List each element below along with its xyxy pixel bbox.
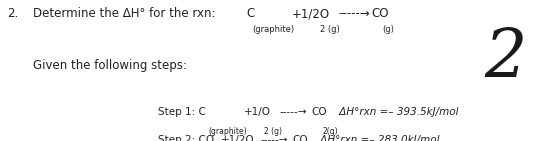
Text: 2 (g): 2 (g) [264, 127, 281, 136]
Text: Determine the ΔH° for the rxn:: Determine the ΔH° for the rxn: [33, 7, 216, 20]
Text: ΔH°rxn =– 393.5kJ/mol: ΔH°rxn =– 393.5kJ/mol [336, 107, 459, 117]
Text: +1/O: +1/O [244, 107, 271, 117]
Text: (graphite): (graphite) [253, 25, 295, 34]
Text: +1/2O: +1/2O [220, 135, 254, 141]
Text: 2 (g): 2 (g) [320, 25, 340, 34]
Text: -----→: -----→ [338, 7, 370, 20]
Text: C: C [247, 7, 255, 20]
Text: 2(g): 2(g) [322, 127, 338, 136]
Text: (graphite): (graphite) [209, 127, 248, 136]
Text: CO: CO [293, 135, 308, 141]
Text: CO: CO [311, 107, 327, 117]
Text: ΔH°rxn =– 283.0kJ/mol: ΔH°rxn =– 283.0kJ/mol [317, 135, 439, 141]
Text: 2: 2 [485, 25, 527, 91]
Text: Given the following steps:: Given the following steps: [33, 59, 187, 72]
Text: 2.: 2. [7, 7, 18, 20]
Text: Step 2: CO: Step 2: CO [158, 135, 214, 141]
Text: +1/2O: +1/2O [292, 7, 330, 20]
Text: -----→: -----→ [260, 135, 288, 141]
Text: CO: CO [371, 7, 389, 20]
Text: -----→: -----→ [280, 107, 307, 117]
Text: Step 1: C: Step 1: C [158, 107, 206, 117]
Text: (g): (g) [382, 25, 394, 34]
